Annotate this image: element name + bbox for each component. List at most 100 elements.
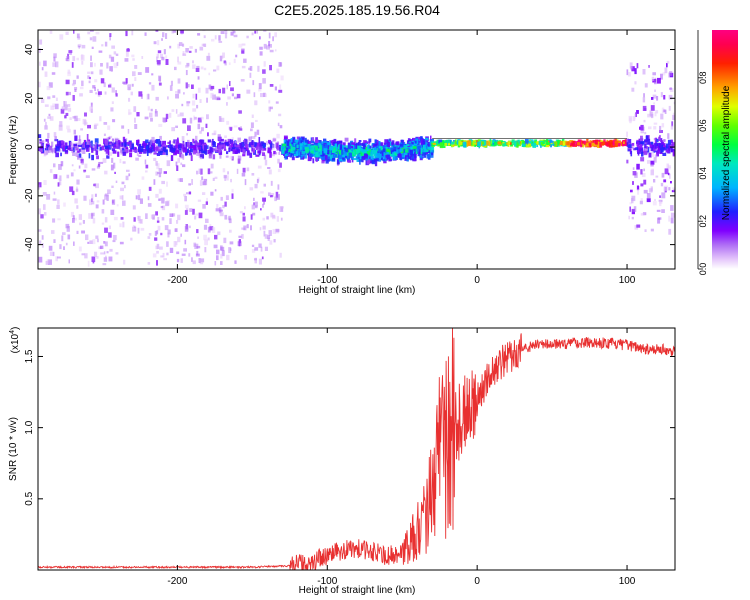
heatmap-cell: [97, 144, 101, 147]
heatmap-cell: [377, 148, 382, 152]
heatmap-cell: [158, 168, 163, 174]
heatmap-cell: [253, 92, 256, 98]
heatmap-cell: [397, 144, 402, 149]
heatmap-cell: [263, 61, 266, 67]
heatmap-cell: [74, 198, 78, 204]
heatmap-cell: [234, 150, 238, 154]
heatmap-cell: [359, 159, 361, 165]
heatmap-cell: [128, 109, 131, 116]
heatmap-cell: [659, 125, 662, 132]
heatmap-cell: [136, 112, 140, 117]
heatmap-cell: [106, 251, 109, 254]
heatmap-cell: [262, 225, 266, 230]
heatmap-cell: [295, 155, 299, 158]
heatmap-cell: [216, 249, 220, 255]
heatmap-cell: [38, 256, 43, 263]
heatmap-cell: [89, 106, 93, 112]
heatmap-cell: [104, 139, 109, 146]
heatmap-cell: [401, 156, 404, 160]
heatmap-cell: [254, 183, 258, 189]
heatmap-cell: [66, 125, 70, 130]
heatmap-cell: [189, 142, 192, 146]
heatmap-cell: [219, 212, 224, 217]
heatmap-cell: [199, 46, 204, 51]
heatmap-cell: [173, 139, 175, 144]
heatmap-cell: [214, 261, 217, 266]
heatmap-cell: [50, 105, 55, 110]
heatmap-cell: [107, 189, 111, 194]
heatmap-cell: [157, 172, 160, 175]
heatmap-cell: [177, 178, 182, 182]
heatmap-cell: [59, 175, 62, 181]
heatmap-cell: [39, 61, 41, 66]
heatmap-cell: [260, 93, 264, 98]
heatmap-cell: [653, 122, 658, 125]
heatmap-cell: [90, 102, 93, 108]
heatmap-cell: [636, 185, 639, 191]
heatmap-cell: [196, 250, 199, 256]
heatmap-cell: [264, 234, 268, 239]
heatmap-cell: [180, 153, 184, 159]
heatmap-cell: [163, 171, 167, 174]
heatmap-cell: [78, 139, 82, 145]
heatmap-cell: [192, 150, 197, 155]
heatmap-cell: [396, 146, 401, 150]
heatmap-cell: [368, 156, 371, 161]
heatmap-cell: [286, 147, 288, 153]
heatmap-cell: [64, 146, 68, 149]
snr-scale-note: (x104): [9, 327, 21, 354]
heatmap-cell: [246, 224, 249, 229]
heatmap-cell: [61, 106, 64, 111]
heatmap-cell: [364, 150, 367, 154]
heatmap-cell: [177, 43, 181, 49]
heatmap-cell: [321, 143, 324, 147]
heatmap-cell: [362, 151, 365, 156]
heatmap-xlabel: Height of straight line (km): [299, 285, 416, 296]
heatmap-cell: [145, 67, 150, 73]
heatmap-cell: [81, 253, 85, 256]
heatmap-cell: [94, 138, 99, 144]
heatmap-cell: [399, 143, 404, 147]
heatmap-cell: [631, 197, 634, 204]
heatmap-cell: [177, 137, 179, 143]
heatmap-cell: [180, 162, 183, 166]
heatmap-cell: [59, 121, 63, 127]
heatmap-cell: [215, 208, 220, 212]
heatmap-cell: [660, 182, 664, 187]
heatmap-cell: [239, 128, 243, 131]
heatmap-cell: [264, 93, 267, 98]
heatmap-cell: [633, 147, 636, 151]
heatmap-cell: [516, 142, 519, 148]
heatmap-cell: [156, 230, 159, 235]
heatmap-cell: [156, 60, 161, 65]
heatmap-cell: [233, 34, 238, 38]
heatmap-cell: [632, 171, 637, 176]
heatmap-cell: [300, 140, 303, 143]
heatmap-cell: [122, 151, 127, 156]
heatmap-cell: [45, 138, 48, 142]
heatmap-cell: [124, 139, 126, 143]
heatmap-cell: [171, 109, 175, 112]
heatmap-cell: [214, 234, 218, 240]
heatmap-cell: [105, 149, 109, 155]
heatmap-cell: [254, 131, 257, 137]
heatmap-cell: [661, 147, 664, 153]
heatmap-cell: [291, 151, 295, 154]
heatmap-cell: [669, 71, 673, 76]
heatmap-cell: [191, 100, 196, 106]
heatmap-cell: [407, 154, 410, 159]
heatmap-cell: [58, 124, 63, 131]
heatmap-cell: [409, 149, 413, 155]
heatmap-cell: [103, 122, 108, 125]
heatmap-cell: [156, 139, 160, 144]
heatmap-cell: [406, 148, 411, 154]
heatmap-cell: [74, 115, 78, 122]
heatmap-cell: [177, 236, 181, 243]
heatmap-cell: [40, 214, 44, 219]
heatmap-cell: [367, 145, 372, 149]
heatmap-cell: [157, 50, 162, 54]
heatmap-cell: [197, 33, 201, 36]
heatmap-cell: [95, 92, 98, 95]
heatmap-cell: [189, 117, 193, 124]
heatmap-cell: [71, 83, 75, 86]
